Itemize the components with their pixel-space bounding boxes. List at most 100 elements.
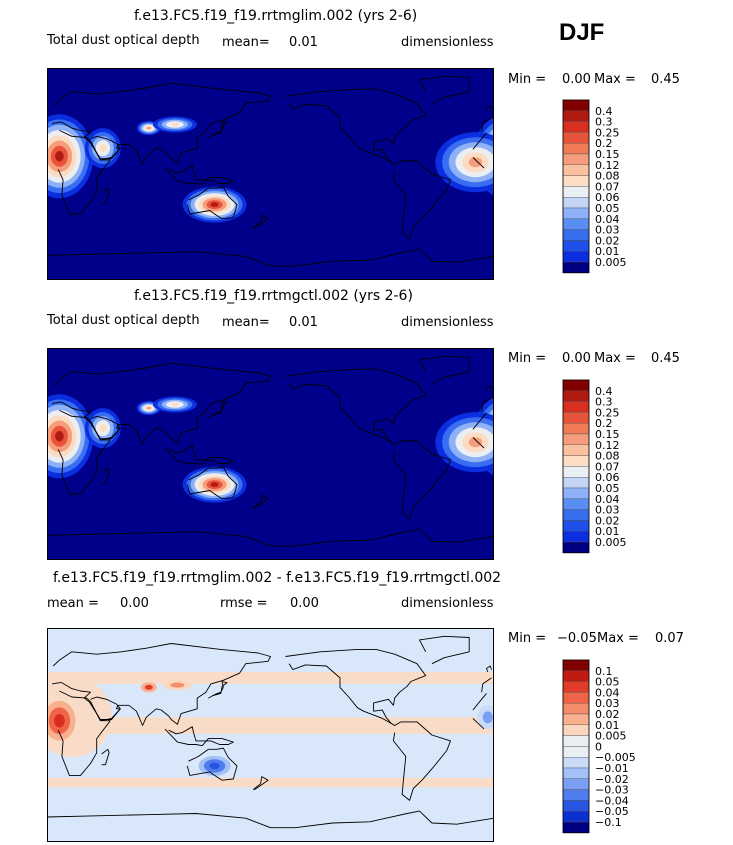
colorbar-tick-label: −0.02	[595, 773, 629, 786]
colorbar-tick-label: 0.07	[595, 180, 620, 193]
panel3-min-label: Min =	[508, 631, 547, 646]
dust-plume-gobi	[170, 402, 180, 407]
coastline-eurasia	[51, 362, 492, 446]
colorbar-box	[562, 810, 590, 823]
colorbar-tick-label: 0.03	[595, 697, 620, 710]
dust-plume-sahara	[55, 431, 64, 442]
colorbar-svg: 0.40.30.250.20.150.120.080.070.060.050.0…	[562, 379, 627, 554]
panel1-min-value: 0.00	[562, 72, 591, 87]
panel1-units: dimensionless	[401, 35, 494, 50]
colorbar-box	[562, 789, 590, 801]
colorbar-frame	[562, 659, 590, 834]
colorbar-box	[562, 412, 590, 424]
map-frame	[47, 348, 494, 560]
coastline-arabia	[90, 696, 121, 722]
map-svg	[47, 628, 494, 842]
coastline-japan	[208, 120, 228, 138]
colorbar-box	[562, 476, 590, 489]
coastline-madagascar	[101, 748, 110, 766]
anomaly-taklimakan	[144, 684, 153, 690]
coastline-namerica	[285, 368, 427, 446]
panel1-max-label: Max =	[594, 72, 636, 87]
panel3-mean-label: mean =	[47, 596, 99, 611]
colorbar-tick-label: 0.02	[595, 514, 620, 527]
coastline-nz	[252, 214, 269, 229]
colorbar-tick-label: 0.12	[595, 439, 620, 452]
colorbar-box	[562, 746, 590, 758]
colorbar-box	[562, 401, 590, 413]
colorbar-tick-label: 0.15	[595, 148, 620, 161]
colorbar-box	[562, 207, 590, 220]
coastline-madagascar	[101, 187, 110, 204]
colorbar-box	[562, 379, 590, 392]
panel3-title: f.e13.FC5.f19_f19.rrtmglim.002 - f.e13.F…	[53, 570, 502, 586]
colorbar-box	[562, 423, 590, 435]
colorbar-tick-label: 0.25	[595, 126, 620, 139]
colorbar-tick-label: 0.005	[595, 536, 627, 549]
panel3-map	[47, 628, 494, 842]
anomaly-west-africa	[54, 714, 65, 728]
coastline-nz	[252, 776, 269, 791]
coastline-madagascar	[101, 467, 110, 484]
colorbar-box	[562, 121, 590, 133]
coastline-uk	[486, 385, 492, 392]
colorbar-tick-label: 0.08	[595, 170, 620, 183]
colorbar-tick-label: 0	[595, 740, 602, 753]
colorbar-tick-label: 0.06	[595, 191, 620, 204]
colorbar-tick-label: 0.15	[595, 428, 620, 441]
colorbar-box	[562, 670, 590, 682]
coastline-arabia	[90, 415, 121, 441]
colorbar-tick-label: 0.1	[595, 665, 613, 678]
colorbar-frame	[562, 379, 590, 554]
coastline-uk	[486, 665, 492, 673]
dust-plume-taklimakan	[146, 406, 151, 410]
colorbar-box	[562, 153, 590, 166]
colorbar-tick-label: 0.04	[595, 493, 620, 506]
coastline-australia	[186, 186, 238, 220]
panel1-mean-label: mean=	[222, 35, 270, 50]
colorbar-tick-label: 0.005	[595, 730, 627, 743]
colorbar-tick-label: 0.04	[595, 686, 620, 699]
dust-plume-gobi	[170, 122, 180, 127]
coastline-namerica	[285, 648, 427, 726]
map-background	[47, 68, 494, 280]
panel1-max-value: 0.45	[651, 72, 680, 87]
colorbar-tick-label: 0.01	[595, 245, 620, 258]
season-label: DJF	[559, 19, 605, 46]
panel3-units: dimensionless	[401, 596, 494, 611]
colorbar-frame	[562, 99, 590, 274]
panel2-title: f.e13.FC5.f19_f19.rrtmgctl.002 (yrs 2-6)	[134, 288, 413, 304]
coastline-eurasia	[51, 82, 492, 166]
colorbar-box	[562, 530, 590, 543]
colorbar-tick-label: 0.4	[595, 105, 613, 118]
coastline-greenland	[419, 75, 470, 104]
colorbar-box	[562, 229, 590, 241]
colorbar-box	[562, 498, 590, 510]
panel1-variable: Total dust optical depth	[47, 33, 200, 48]
colorbar-tick-label: −0.005	[595, 751, 636, 764]
colorbar-box	[562, 520, 590, 532]
colorbar-box	[562, 659, 590, 672]
dust-plume-atlantic	[468, 157, 483, 168]
colorbar-box	[562, 509, 590, 521]
colorbar-box	[562, 541, 590, 554]
colorbar-box	[562, 390, 590, 402]
anomaly-australia	[209, 762, 220, 770]
colorbar-tick-label: 0.12	[595, 159, 620, 172]
panel2-colorbar: 0.4 0.3 0.25 0.2 0.15 0.12 0.08 0.07 0.06 0.05 0.0…	[562, 379, 683, 560]
anomaly-gobi	[170, 682, 185, 688]
colorbar-box	[562, 800, 590, 812]
panel3-colorbar: 0.1 0.05 0.04 0.03 0.02 0.01 0.005 0 −0.005 −0.01…	[562, 659, 683, 840]
colorbar-tick-label: 0.02	[595, 708, 620, 721]
coastline-samerica	[392, 160, 451, 240]
colorbar-tick-label: 0.05	[595, 202, 620, 215]
coastline-namerica	[285, 88, 427, 166]
coastline-arabia	[90, 135, 121, 161]
panel2-min-label: Min =	[508, 351, 547, 366]
dust-plume-australia	[210, 202, 219, 207]
panel2-mean-value: 0.01	[289, 315, 318, 330]
dust-plume-arabia	[99, 424, 107, 433]
map-frame	[47, 628, 494, 842]
colorbar-box	[562, 455, 590, 467]
coastline-africa	[57, 690, 487, 776]
